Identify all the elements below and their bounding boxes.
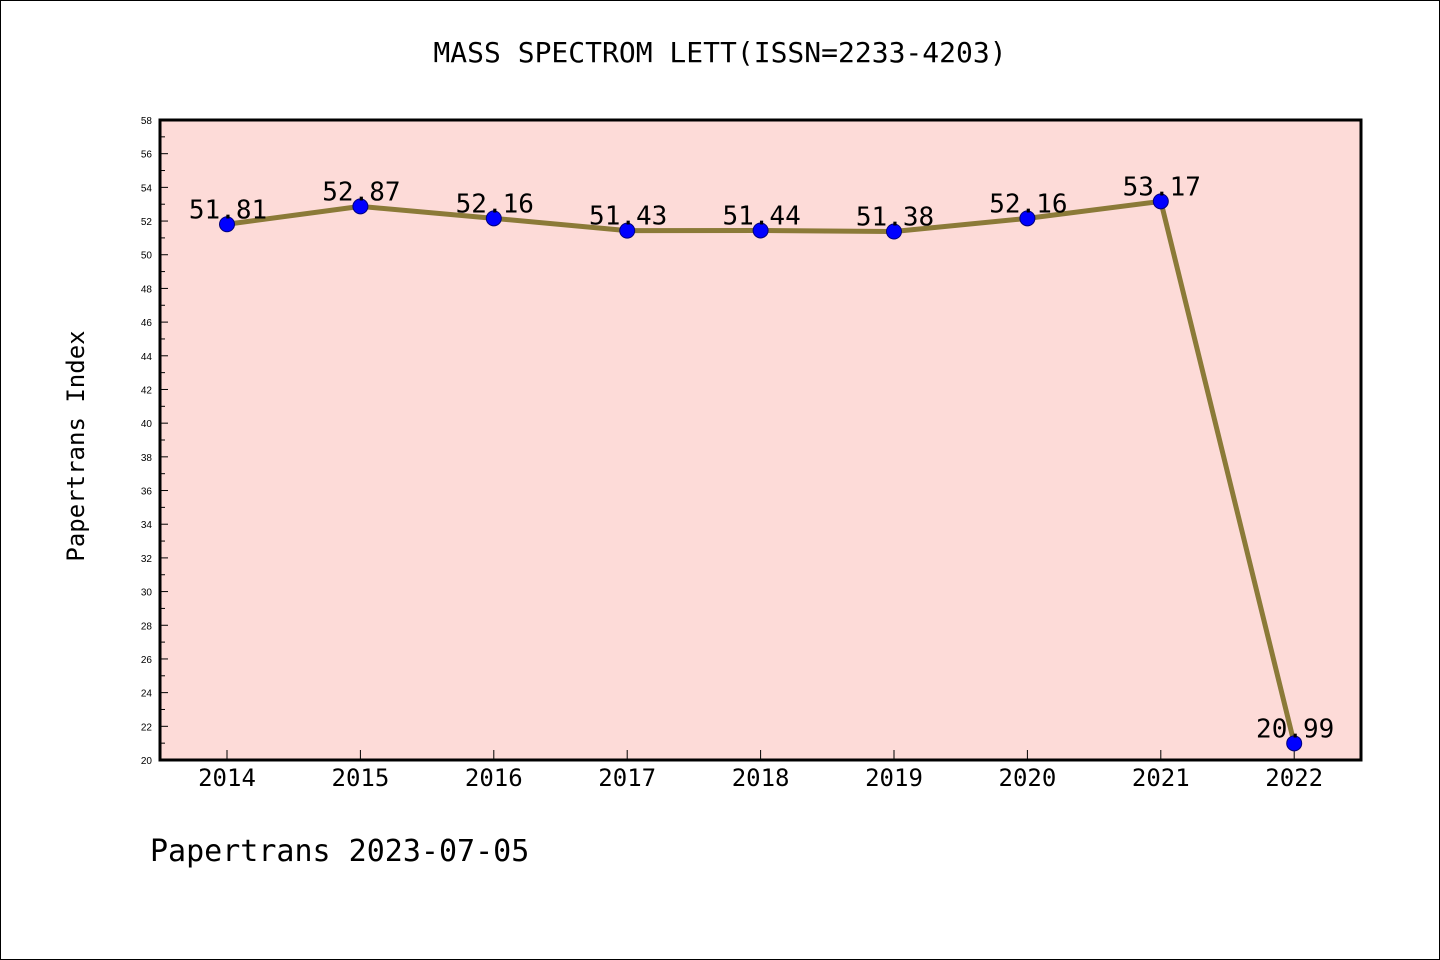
y-tick-label: 30 <box>141 588 153 599</box>
y-tick-label: 34 <box>141 520 153 531</box>
plot-border <box>158 118 1363 762</box>
y-tick-label: 50 <box>141 251 153 262</box>
x-tick-label: 2022 <box>1265 764 1323 792</box>
chart-title: MASS SPECTROM LETT(ISSN=2233-4203) <box>433 36 1007 69</box>
y-tick-label: 48 <box>141 284 153 295</box>
y-tick-label: 38 <box>141 453 153 464</box>
y-tick-label: 44 <box>141 352 153 363</box>
data-label: 51.44 <box>722 201 800 231</box>
data-label: 52.87 <box>322 177 400 207</box>
data-label: 52.16 <box>989 189 1067 219</box>
data-point <box>485 210 502 227</box>
data-point <box>352 198 369 215</box>
data-point <box>1019 210 1036 227</box>
x-tick-label: 2018 <box>732 764 790 792</box>
x-tick-label: 2020 <box>999 764 1057 792</box>
data-label: 51.38 <box>856 202 934 232</box>
data-point <box>619 222 636 239</box>
data-point <box>886 223 902 240</box>
y-tick-label: 28 <box>141 621 153 632</box>
y-tick-label: 24 <box>141 689 153 700</box>
y-tick-label: 58 <box>141 116 153 127</box>
y-tick-label: 26 <box>141 655 153 666</box>
y-tick-label: 54 <box>141 183 153 194</box>
y-tick-label: 20 <box>141 756 153 767</box>
data-point <box>1152 193 1169 210</box>
x-tick-label: 2015 <box>332 764 390 792</box>
data-label: 52.16 <box>456 189 534 219</box>
y-tick-label: 42 <box>141 385 153 396</box>
x-tick-label: 2017 <box>598 764 656 792</box>
data-label: 53.17 <box>1123 172 1201 202</box>
y-tick-label: 32 <box>141 554 153 565</box>
x-tick-label: 2014 <box>198 764 256 792</box>
data-point <box>1286 735 1303 752</box>
data-label: 51.43 <box>589 202 667 232</box>
x-tick-label: 2016 <box>465 764 523 792</box>
data-point <box>219 216 235 233</box>
data-point <box>752 222 769 239</box>
y-tick-label: 52 <box>141 217 153 228</box>
y-tick-label: 46 <box>141 318 153 329</box>
y-tick-label: 36 <box>141 487 153 498</box>
y-tick-label: 40 <box>141 419 153 430</box>
y-tick-label: 56 <box>141 150 153 161</box>
data-label: 20.99 <box>1256 714 1334 744</box>
data-label: 51.81 <box>189 195 267 225</box>
y-tick-label: 22 <box>141 722 153 733</box>
footer-text: Papertrans 2023-07-05 <box>150 834 530 869</box>
x-tick-label: 2021 <box>1132 764 1190 792</box>
x-tick-label: 2019 <box>865 764 923 792</box>
